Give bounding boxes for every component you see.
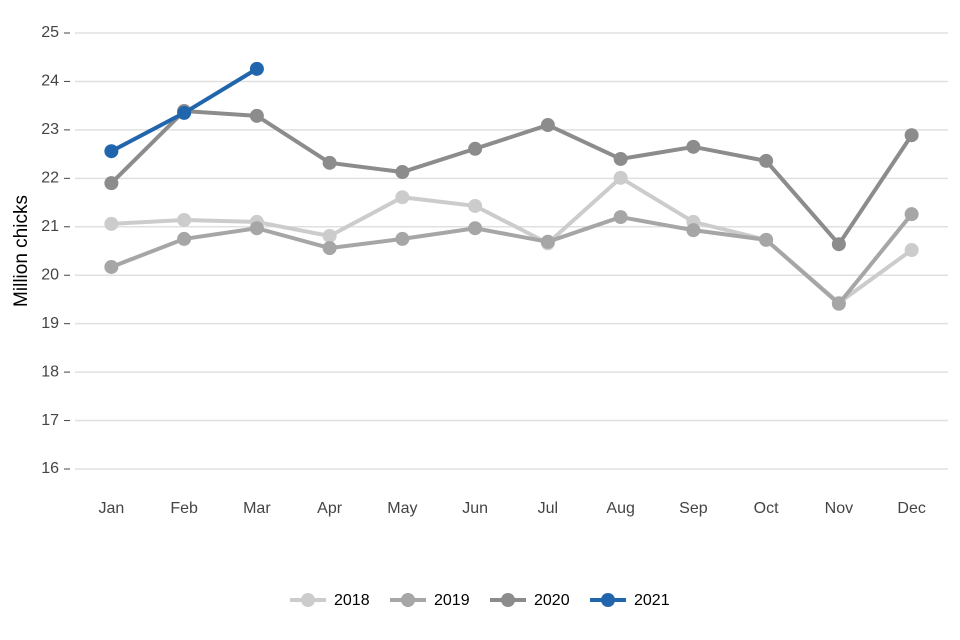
point [686, 223, 701, 238]
point [177, 212, 192, 227]
x-tick-label: Oct [754, 500, 779, 517]
point [322, 241, 337, 256]
point [613, 170, 628, 185]
x-tick-label: Sep [679, 500, 708, 517]
point [540, 118, 555, 133]
y-tick-label: 16 [41, 460, 59, 477]
x-tick-label: May [387, 500, 417, 517]
x-tick-label: Mar [243, 500, 271, 517]
legend-label: 2018 [334, 592, 370, 609]
y-tick-label: 17 [41, 412, 59, 429]
legend-swatch-point [601, 593, 615, 607]
y-tick-label: 18 [41, 363, 59, 380]
x-tick-label: Apr [317, 500, 343, 517]
point [249, 108, 264, 123]
point [613, 151, 628, 166]
series-line [109, 108, 914, 248]
point [104, 176, 119, 191]
point [249, 61, 264, 76]
y-tick-label: 19 [41, 315, 59, 332]
legend-label: 2019 [434, 592, 470, 609]
x-tick-label: Dec [897, 500, 925, 517]
legend-swatch-point [301, 593, 315, 607]
point [904, 207, 919, 222]
point [831, 237, 846, 252]
point [395, 165, 410, 180]
point [104, 144, 119, 159]
legend-swatch-point [401, 593, 415, 607]
y-tick-label: 24 [41, 73, 59, 90]
y-tick-label: 22 [41, 170, 59, 187]
x-tick-label: Nov [825, 500, 853, 517]
point [613, 210, 628, 225]
point [177, 231, 192, 246]
legend-swatch-point [501, 593, 515, 607]
point [904, 128, 919, 143]
point [104, 259, 119, 274]
y-axis-label: Million chicks [11, 195, 32, 307]
x-tick-label: Jun [462, 500, 488, 517]
point [104, 216, 119, 231]
point [831, 296, 846, 311]
point [686, 139, 701, 154]
point [468, 198, 483, 213]
y-tick-label: 21 [41, 218, 59, 235]
point [322, 228, 337, 243]
legend-label: 2021 [634, 592, 670, 609]
series-line [110, 212, 914, 307]
point [468, 221, 483, 236]
y-tick-label: 20 [41, 266, 59, 283]
point [468, 141, 483, 156]
legend-label: 2020 [534, 592, 570, 609]
point [759, 232, 774, 247]
x-tick-label: Aug [606, 500, 634, 517]
point [540, 234, 555, 249]
x-tick-label: Jan [98, 500, 124, 517]
point [249, 221, 264, 236]
point [395, 231, 410, 246]
point [759, 153, 774, 168]
x-tick-label: Jul [538, 500, 558, 517]
point [322, 155, 337, 170]
y-tick-label: 25 [41, 24, 59, 41]
point [395, 190, 410, 205]
x-tick-label: Feb [170, 500, 198, 517]
point [177, 105, 192, 120]
point [904, 243, 919, 258]
series-line [111, 175, 913, 306]
y-tick-label: 23 [41, 121, 59, 138]
